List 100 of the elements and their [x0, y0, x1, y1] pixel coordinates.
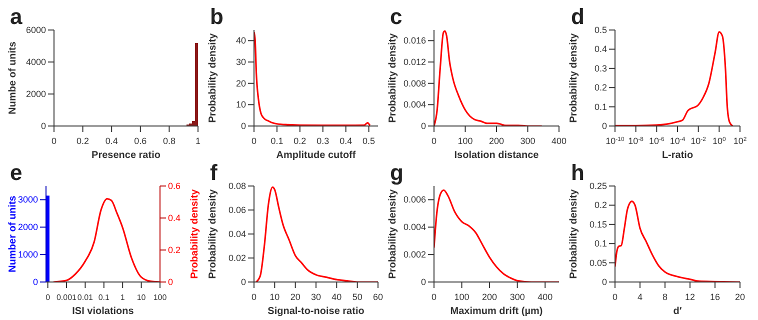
x-tick-label: 10$^{2}$ [733, 136, 748, 146]
x-tick-label: 10$^{-10}$ [606, 136, 626, 146]
x-tick-label: 0.1 [270, 136, 284, 146]
y2-axis-title: Probability density [190, 188, 201, 279]
x-axis-title: ISI violations [72, 306, 134, 317]
x-tick-label: 10$^{-2}$ [690, 136, 707, 146]
y-tick-label: 0 [602, 121, 607, 131]
x-tick-label: 20 [734, 292, 746, 302]
x-tick-label: 0.4 [105, 136, 118, 146]
x-axis-title: d′ [673, 306, 682, 317]
y-tick-label: 0.016 [403, 36, 426, 46]
x-tick-label: 0.3 [316, 136, 330, 146]
x-tick-label: 400 [538, 292, 553, 302]
y-tick-label: 0.04 [228, 229, 246, 239]
y-tick-label: 0.1 [594, 238, 607, 249]
y-axis-title: Probability density [568, 188, 580, 279]
x-tick-label: 20 [290, 292, 300, 302]
y-tick-label: 6000 [26, 25, 46, 35]
x-tick-label: 100 [458, 136, 473, 146]
y-tick-label: 0.004 [403, 222, 426, 232]
x-tick-label: 4 [637, 292, 643, 302]
x-tick-label: 10$^{-4}$ [670, 136, 686, 146]
y-axis-title: Number of units [8, 195, 19, 272]
y-tick-label: 0.25 [589, 181, 607, 191]
x-tick-label: 0.2 [294, 136, 306, 146]
y-tick-label: 0.006 [403, 194, 426, 205]
y-tick-label: 0 [602, 277, 607, 287]
chart-title: b [210, 4, 224, 30]
chart-title: g [390, 160, 404, 186]
x-tick-label: 10$^{0}$ [712, 136, 727, 146]
y-tick-label: 0.1 [594, 102, 607, 112]
y2-tick-label: 0.6 [168, 181, 181, 191]
x-axis-title: Isolation distance [454, 150, 540, 161]
x-tick-label: 1 [120, 293, 126, 302]
x-tick-label: 10 [270, 292, 280, 302]
y-tick-label: 2000 [18, 222, 38, 232]
y-tick-label: 2000 [26, 89, 46, 99]
x-tick-label: 40 [332, 292, 342, 302]
x-tick-label: 10$^{-6}$ [648, 136, 665, 146]
y-tick-label: 0 [40, 121, 46, 131]
chart-title: e [10, 160, 22, 186]
x-tick-label: 16 [710, 292, 720, 302]
y-tick-label: 0 [32, 277, 38, 287]
x-tick-label: 100 [153, 293, 168, 302]
y-tick-label: 0 [420, 277, 426, 287]
y-tick-label: 0.08 [228, 181, 246, 191]
y-tick-label: 0.5 [594, 25, 607, 35]
y-tick-label: 10 [236, 100, 246, 110]
y-axis-title: Probability density [208, 32, 219, 123]
y-tick-label: 0.2 [594, 200, 607, 210]
y-tick-label: 1000 [18, 250, 38, 260]
x-axis-title: Signal-to-noise ratio [268, 306, 364, 317]
y-tick-label: 0.05 [589, 258, 607, 268]
x-tick-label: 0.5 [362, 136, 376, 146]
x-tick-label: 10$^{-8}$ [628, 136, 644, 146]
y-tick-label: 0.4 [594, 44, 607, 54]
x-tick-label: 60 [372, 292, 384, 302]
y-tick-label: 0.012 [403, 57, 426, 67]
y-tick-label: 0.02 [228, 253, 246, 263]
x-tick-label: 200 [488, 136, 504, 146]
x-tick-label: 400 [551, 136, 567, 146]
y-axis-title: Probability density [388, 188, 399, 279]
y-tick-label: 20 [236, 78, 246, 88]
x-tick-label: 0.4 [340, 136, 352, 146]
x-tick-label: 50 [352, 292, 362, 302]
y-tick-label: 30 [236, 57, 246, 67]
x-tick-label: 0.01 [77, 293, 94, 302]
x-tick-label: 0 [612, 292, 618, 302]
x-tick-label: 12 [684, 292, 696, 302]
y2-tick-label: 0.2 [168, 245, 181, 255]
y-axis-title: Probability density [568, 32, 580, 123]
x-axis-title: Maximum drift (µm) [450, 306, 543, 317]
y-tick-label: 0.004 [403, 100, 426, 110]
chart-title: f [210, 160, 218, 186]
y-tick-label: 0.15 [589, 219, 607, 230]
x-tick-label: 0 [51, 136, 57, 146]
x-axis-title: Amplitude cutoff [276, 150, 356, 161]
chart-title: h [571, 160, 584, 186]
chart-title: d [571, 4, 584, 30]
y-tick-label: 0.3 [594, 63, 607, 74]
x-tick-label: 10 [136, 293, 146, 302]
y-tick-label: 4000 [26, 57, 46, 67]
y-tick-label: 40 [236, 36, 246, 46]
x-tick-label: 0 [251, 292, 257, 302]
x-tick-label: 300 [510, 292, 525, 302]
x-tick-label: 0.2 [76, 136, 90, 146]
y-tick-label: 0.2 [594, 82, 607, 93]
y-axis-title: Probability density [388, 32, 399, 123]
y-axis-title: Probability density [208, 188, 219, 279]
y-tick-label: 0 [240, 277, 246, 287]
x-axis-title: L-ratio [662, 150, 694, 161]
x-tick-label: 30 [310, 292, 322, 302]
chart-title: a [10, 4, 22, 30]
x-tick-label: 0.6 [134, 136, 147, 146]
y-tick-label: 0 [420, 121, 426, 131]
y-tick-label: 0 [240, 121, 246, 131]
y-tick-label: 3000 [18, 194, 38, 205]
chart-title: c [390, 4, 402, 30]
x-tick-label: 8 [662, 292, 668, 302]
y2-tick-label: 0.4 [168, 213, 181, 223]
